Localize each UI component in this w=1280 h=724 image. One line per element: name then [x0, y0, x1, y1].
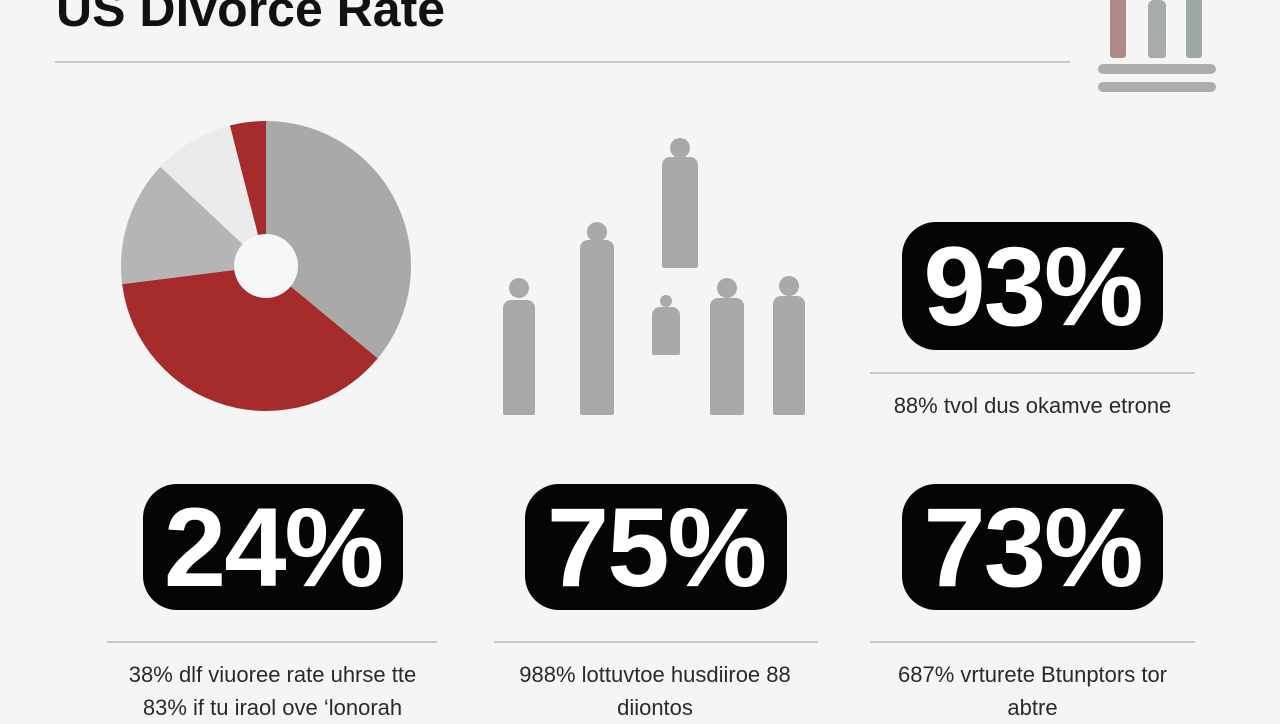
stat-caption: 38% dlf viuoree rate uhrse tte 83% if tu … [128, 662, 417, 720]
pie-slice-4 [229, 121, 266, 266]
divider [107, 641, 437, 643]
pie-slice-0 [266, 121, 411, 359]
stat-badge: 73% [902, 484, 1163, 610]
people-podium-icon [1098, 0, 1216, 96]
stat-badge: 24% [143, 484, 403, 610]
divider [870, 372, 1195, 374]
pie-slice-1 [122, 266, 378, 411]
stat-caption: 687% vrturete Btunptors tor abtre [897, 662, 1168, 720]
stat-badge: 75% [525, 484, 787, 610]
pie-hole [234, 234, 298, 298]
stat-badge: 93% [902, 222, 1163, 350]
pie-slice-2 [121, 166, 266, 285]
divider [870, 641, 1195, 643]
divider [494, 641, 818, 643]
page-title: US Divorce Rate [56, 0, 446, 37]
pie-slice-3 [160, 125, 266, 266]
title-divider [55, 61, 1070, 63]
pie-chart [121, 121, 411, 411]
stat-caption: 88% tvol dus okamve etrone [893, 393, 1172, 418]
stat-caption: 988% lottuvtoe husdiiroe 88 diiontos [519, 662, 791, 720]
